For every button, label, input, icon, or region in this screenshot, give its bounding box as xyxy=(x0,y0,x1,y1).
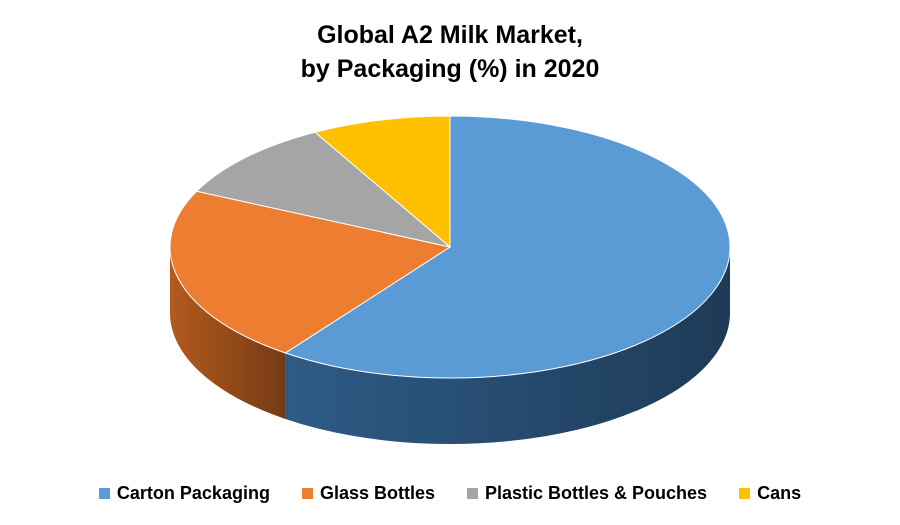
legend-swatch-cans xyxy=(739,487,751,499)
legend: Carton Packaging Glass Bottles Plastic B… xyxy=(0,480,900,506)
legend-item-plastic-bottles-pouches: Plastic Bottles & Pouches xyxy=(467,483,707,504)
chart-title-line-1: Global A2 Milk Market, xyxy=(317,21,583,49)
pie-slices xyxy=(169,115,731,379)
chart-title: Global A2 Milk Market, by Packaging (%) … xyxy=(0,18,900,86)
legend-swatch-plastic-bottles-pouches xyxy=(467,487,478,499)
pie-slice-carton-packaging xyxy=(284,115,731,379)
pie-slice-cans xyxy=(314,115,451,249)
pie-side-shade-carton-packaging xyxy=(285,247,730,444)
chart-title-line-2: by Packaging (%) in 2020 xyxy=(300,55,600,83)
legend-item-glass-bottles: Glass Bottles xyxy=(301,482,435,504)
legend-label-carton-packaging: Carton Packaging xyxy=(116,482,270,503)
pie-slice-plastic-bottles-pouches xyxy=(195,131,451,248)
pie-side-shade-glass-bottles xyxy=(170,247,286,419)
legend-label-cans: Cans xyxy=(757,482,802,503)
legend-swatch-carton-packaging xyxy=(98,487,110,499)
pie-sides xyxy=(170,247,730,444)
legend-label-glass-bottles: Glass Bottles xyxy=(319,482,435,503)
legend-swatch-glass-bottles xyxy=(301,487,313,499)
legend-item-carton-packaging: Carton Packaging xyxy=(98,482,270,504)
legend-label-plastic-bottles-pouches: Plastic Bottles & Pouches xyxy=(485,482,708,503)
legend-item-cans: Cans xyxy=(739,483,801,504)
